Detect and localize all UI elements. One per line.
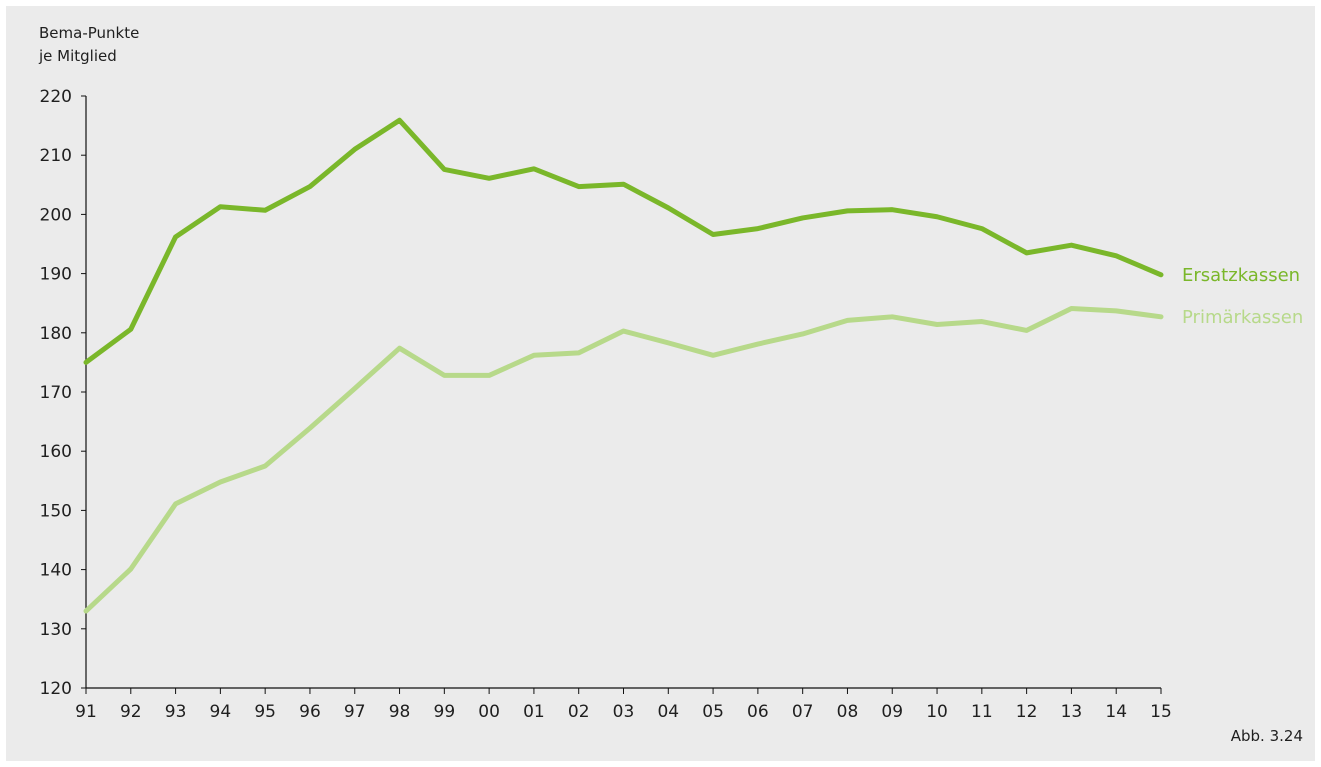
x-tick-label: 95 <box>254 702 276 722</box>
series-label-1: Ersatzkassen <box>1182 265 1300 286</box>
figure-label: Abb. 3.24 <box>1231 727 1303 745</box>
x-tick-label: 92 <box>120 702 142 722</box>
x-tick-label: 15 <box>1150 702 1172 722</box>
x-tick-label: 06 <box>747 702 769 722</box>
y-tick-label: 170 <box>40 383 72 403</box>
x-tick-label: 91 <box>75 702 97 722</box>
y-tick-label: 210 <box>40 146 72 166</box>
x-tick-label: 13 <box>1061 702 1083 722</box>
x-tick-label: 96 <box>299 702 321 722</box>
y-axis-label-line-1: Bema-Punkte <box>39 24 139 42</box>
y-tick-label: 140 <box>40 561 72 581</box>
chart-lines <box>83 117 1164 614</box>
y-tick-label: 220 <box>40 87 72 107</box>
y-axis-label: Bema-Punkte je Mitglied <box>38 24 139 65</box>
x-tick-label: 09 <box>881 702 903 722</box>
x-tick-label: 08 <box>837 702 859 722</box>
chart-panel: Bema-Punkte je Mitglied 120 130 140 150 160 1… <box>6 6 1315 761</box>
chart-axes: 120 130 140 150 160 170 180 190 200 210 220 91 92 93 9… <box>40 87 1172 722</box>
series-line-2 <box>83 306 1164 614</box>
y-tick-label: 130 <box>40 620 72 640</box>
x-tick-label: 14 <box>1105 702 1127 722</box>
x-tick-label: 93 <box>165 702 187 722</box>
x-tick-label: 04 <box>657 702 679 722</box>
x-tick-label: 11 <box>971 702 993 722</box>
y-tick-label: 180 <box>40 324 72 344</box>
x-tick-label: 02 <box>568 702 590 722</box>
y-tick-label: 120 <box>40 679 72 699</box>
series-label-2: Primärkassen <box>1182 307 1303 328</box>
x-tick-label: 98 <box>389 702 411 722</box>
y-tick-label: 190 <box>40 265 72 285</box>
x-tick-label: 99 <box>434 702 456 722</box>
x-tick-label: 12 <box>1016 702 1038 722</box>
x-tick-label: 97 <box>344 702 366 722</box>
line-chart: Bema-Punkte je Mitglied 1201301401501601… <box>38 24 1303 745</box>
x-tick-label: 01 <box>523 702 545 722</box>
x-tick-label: 94 <box>210 702 232 722</box>
y-tick-label: 200 <box>40 205 72 225</box>
x-tick-label: 00 <box>478 702 500 722</box>
y-tick-label: 160 <box>40 442 72 462</box>
x-tick-label: 10 <box>926 702 948 722</box>
series-end-labels: Ersatzkassen Primärkassen <box>1182 265 1303 328</box>
x-tick-label: 05 <box>702 702 724 722</box>
series-line-1 <box>83 117 1164 365</box>
y-tick-label: 150 <box>40 501 72 521</box>
y-axis-label-line-2: je Mitglied <box>38 47 117 65</box>
x-tick-label: 07 <box>792 702 814 722</box>
x-tick-label: 03 <box>613 702 635 722</box>
